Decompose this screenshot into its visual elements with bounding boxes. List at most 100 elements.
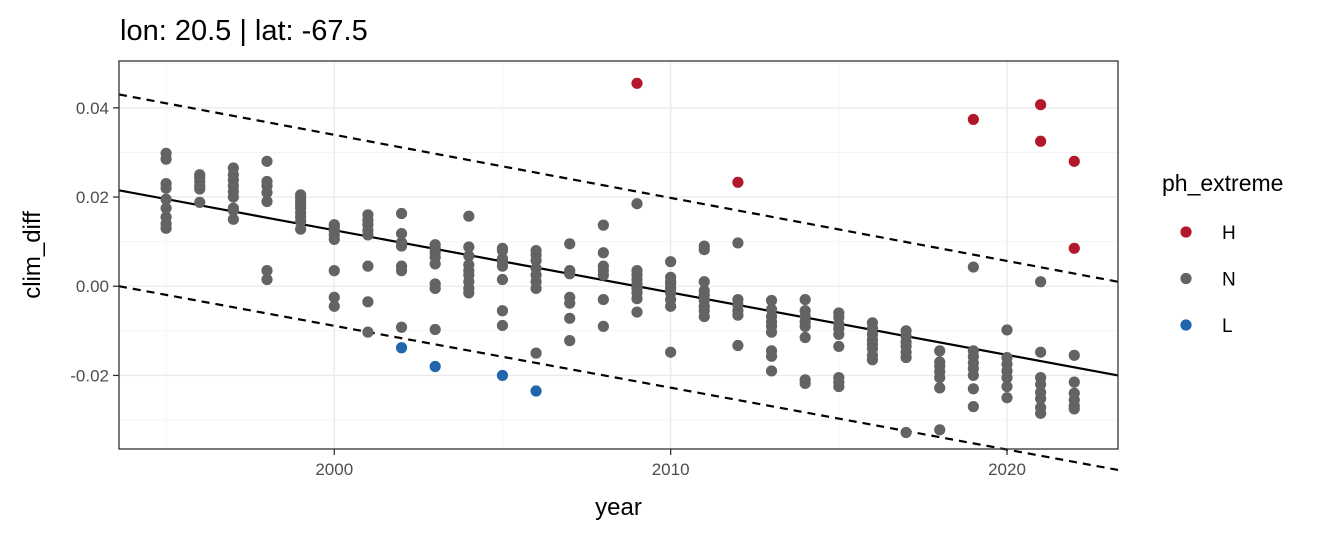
data-point-N bbox=[732, 237, 744, 249]
data-point-N bbox=[799, 377, 811, 390]
data-point-N bbox=[395, 321, 408, 333]
data-point-N bbox=[900, 426, 912, 439]
data-point-N bbox=[160, 202, 172, 214]
data-point-N bbox=[395, 207, 408, 220]
data-point-L bbox=[496, 369, 509, 382]
data-point-N bbox=[833, 380, 845, 393]
x-tick-label: 2000 bbox=[315, 460, 353, 479]
chart-title: lon: 20.5 | lat: -67.5 bbox=[120, 15, 368, 47]
data-point-N bbox=[160, 222, 172, 234]
data-point-N bbox=[160, 193, 172, 205]
data-point-N bbox=[1068, 376, 1080, 388]
data-point-N bbox=[631, 198, 643, 210]
data-point-N bbox=[765, 326, 778, 338]
plot-panel-border bbox=[118, 60, 1119, 450]
data-point-N bbox=[429, 258, 441, 270]
upper-band-line bbox=[118, 93, 1119, 283]
data-point-L bbox=[395, 342, 408, 354]
legend: ph_extreme H N L bbox=[1162, 170, 1283, 337]
data-point-N bbox=[934, 382, 946, 394]
data-point-N bbox=[900, 351, 912, 364]
data-point-N bbox=[967, 383, 979, 395]
data-point-N bbox=[160, 182, 172, 194]
data-point-H bbox=[1068, 242, 1080, 254]
data-points bbox=[160, 77, 1080, 439]
trend-line bbox=[118, 189, 1119, 377]
legend-key-H bbox=[1180, 226, 1192, 238]
data-point-N bbox=[597, 320, 609, 332]
data-point-N bbox=[564, 238, 576, 250]
data-point-N bbox=[429, 323, 441, 336]
data-point-N bbox=[429, 282, 441, 295]
data-point-H bbox=[732, 176, 744, 188]
data-point-N bbox=[463, 250, 475, 262]
data-point-N bbox=[496, 273, 509, 286]
data-point-L bbox=[429, 360, 441, 373]
data-point-N bbox=[631, 306, 643, 318]
data-point-N bbox=[463, 287, 475, 299]
y-tick-label: 0.04 bbox=[76, 99, 109, 118]
data-point-H bbox=[1035, 99, 1047, 111]
data-point-N bbox=[160, 153, 172, 165]
data-point-N bbox=[934, 424, 946, 436]
data-point-N bbox=[799, 320, 811, 332]
x-tick-label: 2010 bbox=[652, 460, 690, 479]
data-point-N bbox=[194, 183, 206, 195]
data-point-N bbox=[395, 240, 408, 252]
data-point-N bbox=[261, 155, 273, 167]
data-point-N bbox=[496, 244, 509, 257]
data-point-N bbox=[934, 345, 946, 357]
data-point-N bbox=[530, 347, 542, 359]
data-point-N bbox=[261, 195, 273, 208]
data-point-N bbox=[395, 227, 408, 240]
data-point-N bbox=[1035, 276, 1047, 288]
data-point-N bbox=[597, 247, 609, 259]
data-point-H bbox=[1035, 135, 1047, 147]
data-point-N bbox=[463, 210, 475, 222]
minor-gridlines bbox=[119, 61, 1118, 449]
data-point-N bbox=[967, 369, 979, 382]
lower-band-line bbox=[118, 285, 1119, 472]
reference-lines bbox=[118, 93, 1119, 472]
data-point-N bbox=[530, 254, 542, 266]
data-point-N bbox=[967, 401, 979, 413]
data-point-N bbox=[261, 265, 273, 277]
data-point-N bbox=[1001, 392, 1013, 404]
data-point-N bbox=[227, 204, 239, 217]
data-point-N bbox=[732, 309, 744, 321]
data-point-N bbox=[362, 260, 374, 272]
data-point-N bbox=[496, 305, 509, 317]
data-point-N bbox=[597, 219, 609, 231]
data-point-N bbox=[1035, 378, 1047, 390]
y-axis-title: clim_diff bbox=[19, 211, 46, 299]
data-point-N bbox=[799, 293, 811, 306]
data-point-N bbox=[261, 186, 273, 199]
x-tick-label: 2020 bbox=[988, 460, 1026, 479]
data-point-N bbox=[227, 213, 239, 225]
data-point-N bbox=[564, 268, 576, 280]
data-point-N bbox=[1001, 380, 1013, 393]
legend-label-L: L bbox=[1222, 316, 1233, 337]
data-point-N bbox=[328, 265, 340, 277]
legend-label-H: H bbox=[1222, 223, 1236, 244]
data-point-N bbox=[833, 328, 845, 340]
data-point-N bbox=[1035, 346, 1047, 358]
data-point-N bbox=[799, 331, 811, 344]
data-point-N bbox=[295, 223, 307, 235]
data-point-N bbox=[328, 291, 340, 303]
data-point-N bbox=[1001, 372, 1013, 384]
data-point-N bbox=[395, 265, 408, 277]
data-point-N bbox=[362, 296, 374, 308]
data-point-N bbox=[698, 244, 710, 256]
data-point-N bbox=[1068, 403, 1080, 415]
data-point-N bbox=[1068, 349, 1080, 361]
data-point-H bbox=[1068, 155, 1080, 167]
data-point-N bbox=[1001, 324, 1013, 336]
data-point-N bbox=[665, 256, 677, 268]
data-point-N bbox=[328, 233, 340, 245]
legend-key-L bbox=[1180, 319, 1192, 331]
data-point-N bbox=[698, 276, 710, 288]
data-point-N bbox=[194, 196, 206, 208]
data-point-N bbox=[564, 297, 576, 309]
